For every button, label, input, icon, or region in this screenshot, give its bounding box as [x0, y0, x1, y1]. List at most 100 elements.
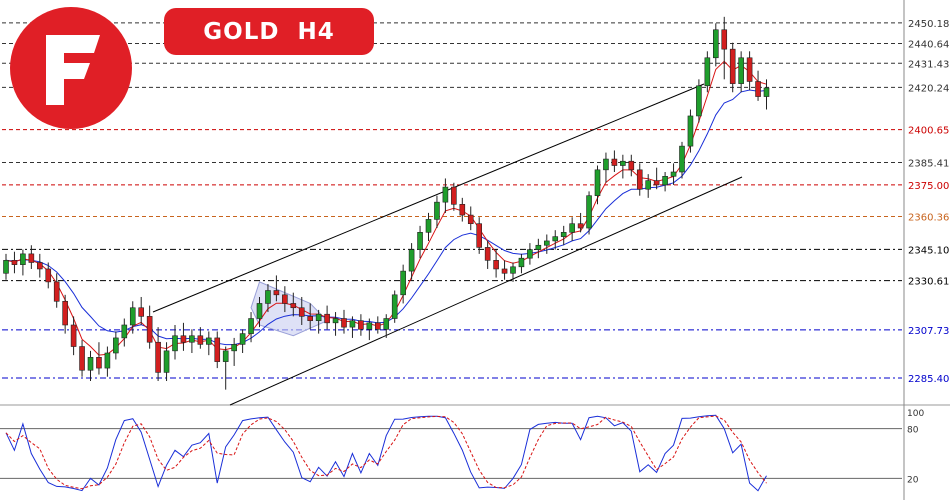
- candle-body: [53, 281, 60, 302]
- candlesticks: [3, 16, 770, 390]
- price-label: 2420.24: [908, 83, 949, 94]
- candle-body: [172, 335, 178, 352]
- candle-body: [467, 214, 474, 225]
- candle-body: [315, 313, 322, 321]
- candle-body: [569, 223, 575, 233]
- candle-body: [620, 160, 626, 166]
- candle-body: [729, 48, 736, 84]
- candle-body: [476, 223, 483, 248]
- candle-body: [459, 204, 466, 216]
- candle-body: [189, 335, 195, 343]
- candle-body: [349, 320, 356, 328]
- candle-body: [11, 260, 18, 265]
- price-label-box: [905, 80, 949, 94]
- candle-body: [670, 171, 677, 177]
- channel-lower-line: [229, 176, 743, 406]
- candle-body: [239, 333, 246, 345]
- candle-body: [341, 318, 347, 328]
- symbol-badge: GOLD H4: [164, 8, 374, 55]
- price-label: 2431.43: [908, 59, 949, 70]
- candle-body: [763, 87, 770, 97]
- price-label: 2440.64: [908, 39, 949, 50]
- candle-body: [358, 320, 364, 330]
- candle-body: [45, 268, 52, 283]
- candle-body: [417, 232, 423, 250]
- candle-body: [408, 249, 415, 272]
- candle-body: [594, 169, 601, 196]
- price-label-box: [905, 209, 949, 223]
- price-label: 2330.61: [908, 277, 949, 288]
- candle-body: [577, 223, 584, 229]
- price-label-box: [905, 36, 949, 50]
- stoch-d-line: [5, 415, 767, 490]
- candle-body: [62, 300, 68, 326]
- candle-body: [3, 260, 9, 274]
- price-label-box: [905, 274, 949, 288]
- candle-body: [374, 322, 381, 330]
- candle-body: [636, 169, 643, 190]
- price-label-box: [905, 178, 949, 192]
- symbol-label: GOLD: [203, 18, 280, 45]
- candle-body: [501, 268, 508, 274]
- candle-body: [180, 335, 187, 343]
- candle-body: [434, 201, 440, 220]
- stoch-scale-label: 80: [907, 426, 919, 436]
- candle-body: [197, 335, 204, 345]
- candle-body: [712, 29, 719, 59]
- price-label: 2345.10: [908, 245, 949, 256]
- candle-body: [20, 253, 26, 265]
- candle-body: [543, 240, 550, 246]
- candle-body: [560, 232, 567, 237]
- trend-channel: [152, 83, 743, 406]
- candle-body: [679, 145, 685, 173]
- price-label: 2285.40: [908, 374, 949, 385]
- candle-body: [738, 57, 744, 84]
- candle-body: [400, 270, 406, 296]
- candle-body: [518, 257, 525, 268]
- candle-body: [425, 219, 432, 233]
- candle-body: [214, 337, 221, 362]
- candle-body: [611, 158, 618, 166]
- candle-body: [484, 247, 491, 261]
- candle-body: [155, 341, 161, 373]
- candle-body: [535, 244, 542, 250]
- candle-body: [704, 57, 711, 87]
- candle-body: [163, 350, 170, 373]
- candle-body: [298, 307, 305, 317]
- price-label-box: [905, 242, 949, 256]
- candle-body: [324, 313, 330, 324]
- candle-body: [265, 290, 271, 304]
- candle-body: [206, 337, 212, 345]
- candle-body: [87, 357, 94, 371]
- price-label: 2307.73: [908, 326, 949, 337]
- price-label-box: [905, 56, 949, 70]
- candle-body: [746, 57, 753, 82]
- candle-body: [307, 316, 314, 321]
- price-label: 2450.18: [908, 19, 949, 30]
- candle-body: [687, 115, 694, 147]
- candle-body: [527, 249, 533, 259]
- stoch-scale-label: 20: [907, 475, 919, 485]
- stochastic-oscillator: 100 80 20: [0, 409, 924, 492]
- candle-body: [755, 81, 761, 97]
- candle-body: [231, 344, 237, 352]
- price-label: 2375.00: [908, 181, 949, 192]
- logo-letter-f: [46, 35, 100, 105]
- candle-body: [645, 180, 652, 190]
- candle-body: [332, 318, 339, 324]
- candle-body: [146, 316, 153, 343]
- candle-body: [653, 180, 660, 186]
- price-axis: 2450.18 2440.64 2431.43 2420.24 2400.65 2385.…: [903, 0, 949, 500]
- candle-body: [603, 158, 609, 171]
- candle-body: [129, 307, 136, 326]
- stoch-k-line: [5, 414, 767, 492]
- candle-body: [290, 303, 297, 309]
- candle-body: [256, 303, 263, 319]
- candle-body: [222, 350, 229, 362]
- candle-body: [628, 160, 635, 171]
- candle-body: [273, 290, 280, 296]
- price-label-box: [905, 323, 949, 337]
- candle-body: [721, 29, 728, 50]
